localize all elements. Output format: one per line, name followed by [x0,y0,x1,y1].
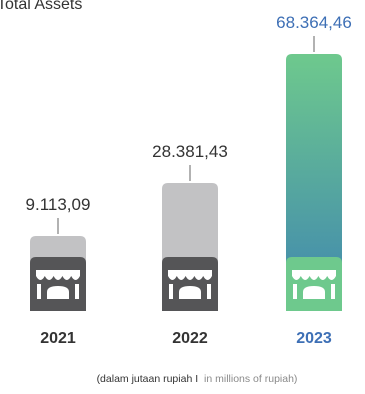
storefront-icon [30,257,86,311]
year-label-2021: 2021 [40,330,76,347]
chart-caption: (dalam jutaan rupiah I in millions of ru… [97,373,298,385]
storefront-awning [168,270,212,280]
year-label-2022: 2022 [172,330,208,347]
storefront-post-left [293,284,297,299]
storefront-post-right [75,284,79,299]
storefront-awning [292,270,336,280]
value-label-2021: 9.113,09 [26,195,91,214]
storefront-awning [36,270,80,280]
caption-primary: (dalam jutaan rupiah I [97,373,199,385]
value-label-2022: 28.381,43 [152,142,228,161]
storefront-base [30,299,86,311]
chart-title: Total Assets [0,0,82,13]
bar-group-2021: 9.113,09 2021 [26,195,91,347]
storefront-icon [162,257,218,311]
storefront-post-left [169,284,173,299]
bar-group-2022: 28.381,43 2022 [152,142,228,347]
bar-2023 [286,54,342,311]
storefront-post-right [207,284,211,299]
storefront-post-right [331,284,335,299]
storefront-icon [286,257,342,311]
storefront-door [47,286,69,299]
storefront-door [303,286,325,299]
caption-secondary: in millions of rupiah) [204,373,297,385]
bars-layer: 9.113,09 2021 28.381,43 2022 68.364,46 2023 [26,13,352,347]
year-label-2023: 2023 [296,330,332,347]
bar-group-2023: 68.364,46 2023 [276,13,352,347]
storefront-post-left [37,284,41,299]
value-label-2023: 68.364,46 [276,13,352,32]
storefront-base [286,299,342,311]
storefront-base [162,299,218,311]
storefront-door [179,286,201,299]
